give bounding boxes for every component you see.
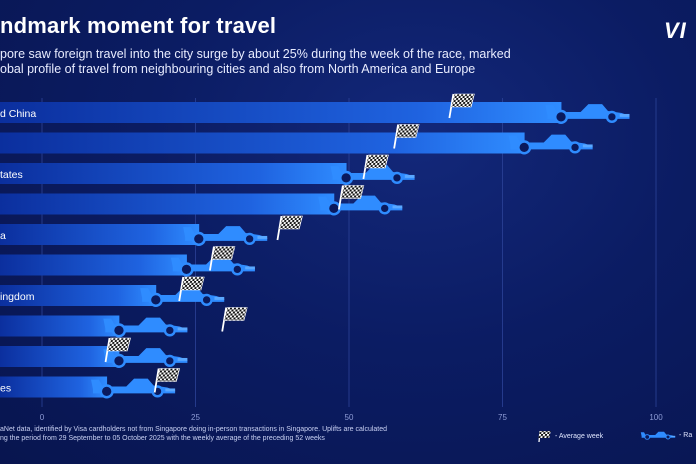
category-label-0: d China [0, 108, 36, 120]
average-week-flag-2 [362, 154, 389, 180]
average-week-flag-1 [393, 124, 420, 149]
average-week-flag-9 [153, 368, 181, 393]
chart-title: ndmark moment for travel [0, 13, 277, 38]
flag-cloth-8 [106, 337, 131, 352]
footnote-line-1: aNet data, identified by Visa cardholder… [0, 426, 388, 433]
average-week-flag-7 [221, 307, 248, 332]
x-tick-label-25: 25 [191, 413, 200, 422]
x-tick-label-0: 0 [40, 413, 45, 422]
flag-cloth-1 [395, 124, 420, 138]
footnote-line-2: ng the period from 29 September to 05 Oc… [0, 435, 325, 442]
legend-average-week-label: - Average week [555, 432, 604, 440]
flag-cloth-9 [156, 368, 181, 382]
footnote: aNet data, identified by Visa cardholder… [0, 425, 470, 443]
x-tick-label-50: 50 [345, 413, 354, 422]
checkered-flag-icon [538, 430, 551, 442]
race-week-bar-5 [0, 254, 187, 276]
flag-cloth-2 [364, 154, 389, 169]
average-week-flag-0 [448, 93, 475, 119]
average-week-flag-5 [209, 246, 236, 271]
legend-race-week: - Ra [640, 430, 692, 440]
race-week-bar-6 [0, 285, 157, 306]
x-tick-label-100: 100 [649, 413, 663, 422]
category-label-4: a [0, 230, 6, 242]
category-label-2: tates [0, 169, 23, 181]
flag-cloth-0 [450, 93, 475, 108]
race-car-icon [640, 430, 676, 440]
legend-average-week: - Average week [538, 430, 603, 442]
race-week-bar-3 [0, 193, 335, 215]
visa-logo: VI [664, 18, 687, 43]
race-week-bar-8 [0, 346, 120, 367]
average-week-flag-8 [104, 337, 131, 363]
race-week-bar-4 [0, 224, 200, 245]
flag-cloth-5 [211, 246, 236, 260]
average-week-flag-4 [276, 215, 303, 241]
chart-subtitle: pore saw foreign travel into the city su… [0, 47, 640, 77]
flag-cloth-4 [278, 215, 303, 230]
average-week-flag-6 [178, 276, 205, 302]
average-week-flag-3 [337, 185, 365, 210]
race-week-bar-1 [0, 132, 525, 154]
flag-cloth-6 [180, 276, 205, 291]
subtitle-line-2: obal profile of travel from neighbouring… [0, 62, 476, 76]
x-tick-label-75: 75 [498, 413, 507, 422]
race-week-bar-7 [0, 315, 120, 337]
category-label-6: ingdom [0, 291, 35, 303]
legend-race-week-label: - Ra [679, 431, 693, 439]
category-label-9: es [0, 383, 11, 395]
subtitle-line-1: pore saw foreign travel into the city su… [0, 47, 511, 61]
flag-cloth-3 [340, 185, 365, 199]
race-week-bar-2 [0, 163, 347, 184]
race-week-bar-9 [0, 376, 108, 398]
flag-cloth-7 [223, 307, 248, 321]
race-week-bar-0 [0, 102, 562, 123]
